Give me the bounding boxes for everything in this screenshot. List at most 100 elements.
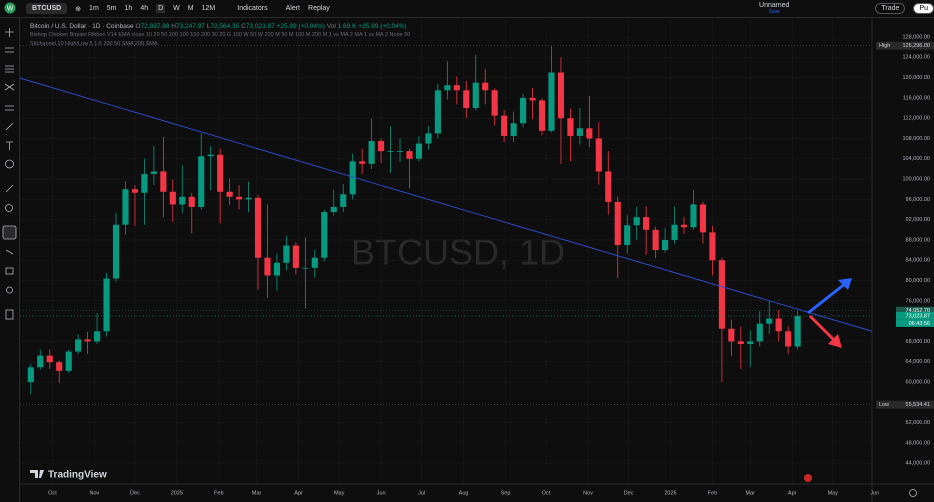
crosshair-tool[interactable] xyxy=(5,28,14,37)
pattern-tool[interactable] xyxy=(4,83,15,91)
candle-body xyxy=(169,191,176,205)
draw-mode[interactable] xyxy=(5,249,14,255)
x-tick-label: 2026 xyxy=(664,490,676,496)
indicator-line: Bishop Chicken Biryani Ribbon V14 EMA cl… xyxy=(30,32,411,38)
candle-body xyxy=(766,318,773,324)
ohlc-value: 72,897.88 xyxy=(140,23,170,30)
magnet-tool[interactable] xyxy=(2,225,17,240)
candle-body xyxy=(444,85,451,91)
forecast-tool[interactable] xyxy=(5,105,14,111)
candle-body xyxy=(311,257,318,268)
x-tick-label: Aug xyxy=(459,490,469,496)
candle-body xyxy=(463,90,470,109)
candle-body xyxy=(254,197,262,258)
candle-body xyxy=(245,197,252,200)
ruler-tool[interactable] xyxy=(5,184,14,193)
down-arrow xyxy=(808,314,838,344)
branding-logo xyxy=(30,470,44,478)
text-tool[interactable] xyxy=(6,141,13,150)
candle-body xyxy=(198,156,205,207)
marker-name: Low xyxy=(879,402,889,408)
x-tick-label: Dec xyxy=(130,490,140,496)
candle-body xyxy=(415,143,423,159)
event-flag[interactable] xyxy=(804,474,812,482)
candle-body xyxy=(160,171,167,192)
interval[interactable]: M xyxy=(187,5,194,12)
watermark: BTCUSD, 1D xyxy=(351,232,565,273)
candle-body xyxy=(614,201,621,246)
candle-body xyxy=(709,232,716,261)
countdown: 06:43:56 xyxy=(909,321,930,327)
candle-body xyxy=(84,339,91,342)
candle-body xyxy=(27,367,34,383)
indicators-button[interactable]: Indicators xyxy=(237,5,268,12)
y-tick-label: 116,000.00 xyxy=(903,95,930,101)
settings-icon[interactable] xyxy=(909,489,917,497)
y-tick-label: 80,000.00 xyxy=(906,278,930,284)
candle-body xyxy=(728,328,735,342)
emoji-tool[interactable] xyxy=(5,159,14,169)
symbol[interactable]: BTCUSD xyxy=(26,3,68,14)
interval[interactable]: 1h xyxy=(124,5,133,12)
candle-body xyxy=(226,191,233,197)
candle-body xyxy=(141,173,148,193)
interval[interactable]: 5m xyxy=(106,5,117,12)
candle-body xyxy=(150,171,157,174)
x-tick-label: Dec xyxy=(624,490,634,496)
interval[interactable]: 1m xyxy=(89,5,99,12)
fib-tool[interactable] xyxy=(5,65,14,73)
hide-tool[interactable] xyxy=(6,286,13,294)
candle-body xyxy=(633,217,640,226)
brush-tool[interactable] xyxy=(5,122,14,131)
indicator-line: SItchannel 10 High/Low 5 1.6 200 50 SMA … xyxy=(30,41,158,47)
price-label-box xyxy=(896,311,934,320)
interval[interactable]: D xyxy=(156,4,166,13)
candle-body xyxy=(671,224,678,240)
candle-body xyxy=(643,217,650,230)
down-arrow-head xyxy=(828,334,842,348)
trade-button[interactable]: Trade xyxy=(875,3,906,14)
layout-status: Save xyxy=(768,8,780,15)
layout-name[interactable]: Unnamed Save xyxy=(759,2,789,15)
candle-body xyxy=(188,196,195,207)
candle-body xyxy=(756,323,763,342)
x-tick-label: May xyxy=(334,490,345,496)
replay-button[interactable]: Replay xyxy=(308,5,330,12)
ohlc-value: 73,023.87 xyxy=(245,23,275,30)
interval[interactable]: 12M xyxy=(201,5,216,12)
lock-tool[interactable] xyxy=(5,267,14,275)
y-tick-label: 112,000.00 xyxy=(903,116,930,122)
candle-body xyxy=(690,204,697,228)
y-tick-label: 92,000.00 xyxy=(906,217,930,223)
candle-body xyxy=(75,339,82,352)
y-tick-label: 60,000.00 xyxy=(906,379,930,385)
interval[interactable]: 4h xyxy=(140,5,149,12)
svg-text:W: W xyxy=(7,5,14,12)
candle-body xyxy=(406,151,413,159)
legend: Bitcoin / U.S. Dollar · 1D · Coinbase O7… xyxy=(30,22,410,49)
candle-body xyxy=(472,82,479,109)
candle-body xyxy=(122,189,129,225)
zoom-tool[interactable] xyxy=(5,204,13,212)
y-tick-label: 52,000.00 xyxy=(906,420,930,426)
candle-body xyxy=(179,196,186,205)
x-tick-label: Mar xyxy=(746,490,756,496)
alert-button[interactable]: Alert xyxy=(285,5,301,12)
candle-body xyxy=(131,189,139,193)
candle-body xyxy=(292,245,299,268)
add-symbol[interactable]: ⊕ xyxy=(75,5,82,13)
candle-body xyxy=(330,206,337,213)
logo: W xyxy=(4,2,16,14)
interval[interactable]: W xyxy=(173,5,180,12)
trash-tool[interactable] xyxy=(5,309,14,320)
ohlc-value: 73,247.97 xyxy=(176,23,205,30)
candle-body xyxy=(747,341,754,344)
candle-body xyxy=(491,90,498,116)
volume-change: +25.99 (+0.04%) xyxy=(358,23,407,30)
lines-tool[interactable] xyxy=(5,47,14,53)
y-tick-label: 120,000.00 xyxy=(902,75,930,81)
top-toolbar: W BTCUSD ⊕ 1m 5m 1h 4h D W M 12M Indicat… xyxy=(0,0,934,18)
candle-body xyxy=(794,316,801,347)
candle-body xyxy=(548,72,555,131)
